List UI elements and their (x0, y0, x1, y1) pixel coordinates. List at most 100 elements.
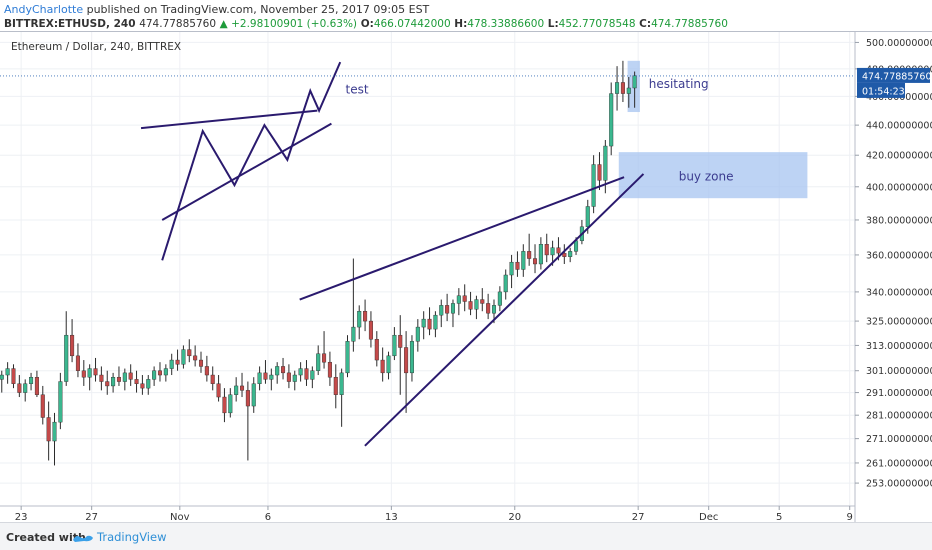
candle-body (468, 301, 473, 310)
candle-body (134, 379, 139, 384)
candle-body (445, 305, 450, 314)
candle-body (240, 385, 245, 391)
created-with-label: Created with (6, 531, 86, 544)
price-chart[interactable]: test hesitating buy zone Ethereum / Dollar… (0, 32, 932, 522)
time-tick-label: Dec (699, 512, 718, 522)
candle-body (427, 318, 432, 330)
candle-body (245, 390, 250, 407)
candle-body (193, 355, 198, 361)
candle-body (398, 334, 403, 348)
candle-body (75, 355, 80, 371)
candle-body (585, 206, 590, 228)
time-tick-label: Nov (170, 512, 190, 522)
price-tick-label: 291.00000000 (866, 388, 932, 399)
candle-body (234, 385, 239, 395)
price-axis[interactable]: 500.00000000480.00000000460.00000000440.… (855, 38, 932, 490)
candle-body (34, 376, 39, 395)
price-tick-label: 440.00000000 (866, 121, 932, 132)
candle-body (17, 383, 22, 393)
open-value: 466.07442000 (373, 18, 451, 30)
time-tick-label: 5 (776, 512, 782, 522)
close-value: 474.77885760 (651, 18, 728, 30)
candle-body (527, 251, 532, 259)
drawing-layer: test hesitating buy zone (140, 61, 733, 447)
candle-body (128, 372, 133, 380)
candle-body (515, 261, 520, 270)
price-tick-label: 500.00000000 (866, 38, 932, 49)
candle-body (327, 361, 332, 378)
time-tick-label: 27 (632, 512, 645, 522)
candle-body (415, 326, 420, 342)
candle-body (521, 251, 526, 270)
last-price: 474.77885760 (139, 18, 217, 30)
price-tick-label: 301.00000000 (866, 366, 932, 377)
candle-body (181, 349, 186, 365)
candle-body (29, 376, 34, 384)
current-price-tag (857, 67, 930, 83)
publish-text: published on TradingView.com, November 2… (83, 3, 430, 16)
example-lower-line (161, 122, 332, 221)
candle-body (52, 421, 57, 442)
time-axis[interactable]: 23 27 Nov 6 13 20 27 Dec 5 9 (15, 506, 853, 522)
candle-body (404, 347, 409, 374)
price-tick-label: 360.00000000 (866, 250, 932, 261)
candle-body (374, 339, 379, 361)
price-tick-label: 253.00000000 (866, 479, 932, 490)
time-tick-label: 9 (847, 512, 853, 522)
candle-body (568, 251, 573, 257)
candle-body (5, 368, 10, 376)
footer-bar: Created with TradingView (0, 522, 932, 550)
annotation-hesitating: hesitating (649, 77, 709, 91)
price-tick-label: 261.00000000 (866, 458, 932, 469)
candle-body (111, 376, 116, 387)
candle-body (269, 374, 274, 380)
high-label: H: (454, 18, 468, 30)
candle-body (620, 82, 625, 94)
author-link[interactable]: AndyCharlotte (4, 3, 84, 16)
candle-body (116, 376, 121, 382)
close-label: C: (639, 18, 652, 30)
candle-body (216, 383, 221, 398)
candle-body (286, 372, 291, 382)
candle-body (368, 320, 373, 340)
candle-body (626, 87, 631, 94)
candle-body (497, 291, 502, 306)
price-tags: 474.77885760 01:54:23 (0, 67, 932, 98)
symbol-label: BITTREX:ETHUSD, 240 (4, 18, 136, 30)
current-price-text: 474.77885760 (862, 71, 932, 82)
candle-body (509, 261, 514, 276)
candle-body (486, 303, 491, 314)
candle-body (450, 303, 455, 314)
candle-body (140, 383, 145, 389)
candle-body (316, 353, 321, 371)
time-tick-label: 23 (15, 512, 28, 522)
time-tick-label: 6 (265, 512, 271, 522)
candle-body (345, 341, 350, 374)
tradingview-brand-link[interactable]: TradingView (97, 530, 167, 544)
candle-body (533, 258, 538, 265)
candle-body (433, 314, 438, 330)
candle-body (281, 366, 286, 374)
candle-body (409, 341, 414, 374)
tradingview-logo-icon (73, 535, 93, 542)
candle-body (257, 372, 262, 384)
candle-body (615, 82, 620, 94)
low-label: L: (547, 18, 559, 30)
price-tick-label: 281.00000000 (866, 411, 932, 422)
candle-body (152, 370, 157, 380)
annotation-test: test (346, 83, 369, 97)
candle-body (333, 376, 338, 395)
candle-body (603, 145, 608, 181)
candle-body (251, 383, 256, 407)
candle-body (222, 396, 227, 414)
candle-body (163, 368, 168, 376)
candle-layer (0, 60, 637, 466)
candle-body (380, 359, 385, 374)
price-tick-label: 380.00000000 (866, 215, 932, 226)
candle-body (357, 311, 362, 328)
candle-body (609, 93, 614, 147)
candle-body (64, 334, 69, 382)
candle-body (591, 164, 596, 207)
price-tick-label: 340.00000000 (866, 287, 932, 298)
candle-body (11, 368, 16, 384)
